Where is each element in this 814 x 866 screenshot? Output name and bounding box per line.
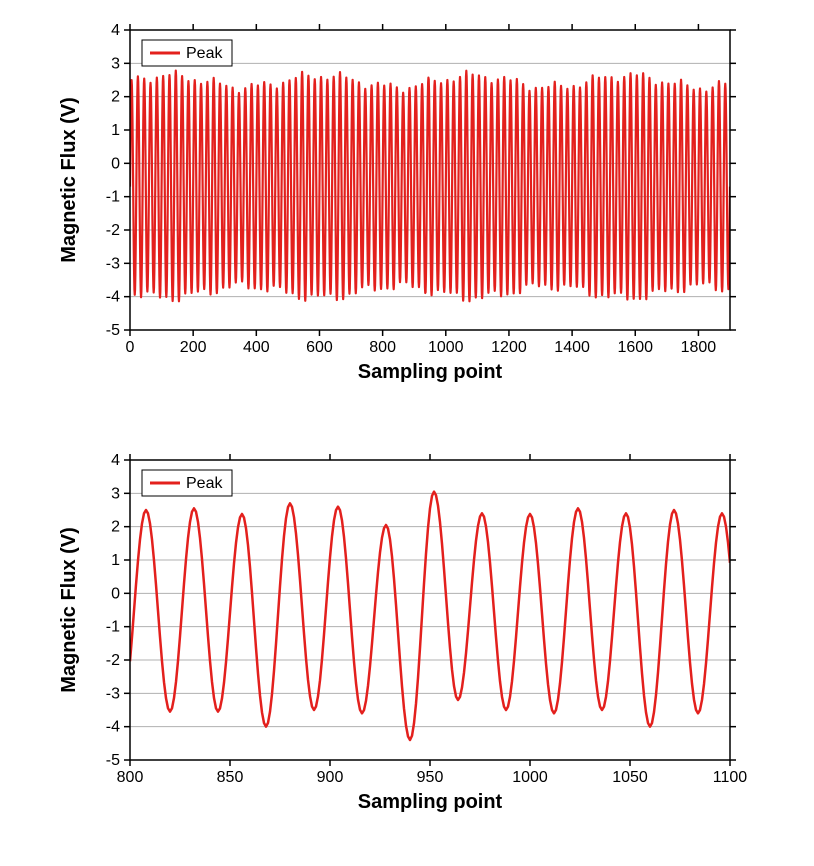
x-tick-label: 800 xyxy=(117,769,144,786)
x-tick-label: 900 xyxy=(317,769,344,786)
y-tick-label: -3 xyxy=(106,685,120,702)
y-tick-label: 4 xyxy=(111,22,120,39)
y-tick-label: 2 xyxy=(111,519,120,536)
x-tick-label: 800 xyxy=(369,339,396,356)
x-tick-label: 1000 xyxy=(512,769,548,786)
legend-label: Peak xyxy=(186,475,223,492)
x-tick-label: 1050 xyxy=(612,769,648,786)
y-tick-label: -4 xyxy=(106,289,120,306)
x-axis-label: Sampling point xyxy=(358,361,503,383)
x-tick-label: 1100 xyxy=(713,769,748,786)
x-tick-label: 400 xyxy=(243,339,270,356)
y-tick-label: 0 xyxy=(111,155,120,172)
x-tick-label: 1600 xyxy=(617,339,653,356)
y-tick-label: -1 xyxy=(106,619,120,636)
y-tick-label: 1 xyxy=(111,122,120,139)
x-tick-label: 1800 xyxy=(681,339,717,356)
y-axis-label: Magnetic Flux (V) xyxy=(58,97,80,263)
y-tick-label: 3 xyxy=(111,485,120,502)
page: -5 -4 -3 -2 -1 0 1 2 3 4 0 200 400 600 800 1000 1200 1400… xyxy=(0,0,814,866)
x-tick-label: 850 xyxy=(217,769,244,786)
chart-svg: -5 -4 -3 -2 -1 0 1 2 3 4 800 850 900 950 1000 1050 1100 M… xyxy=(40,440,760,830)
top-chart: -5 -4 -3 -2 -1 0 1 2 3 4 0 200 400 600 800 1000 1200 1400… xyxy=(40,10,760,400)
x-axis-label: Sampling point xyxy=(358,791,503,813)
x-tick-label: 1000 xyxy=(428,339,464,356)
y-tick-label: -2 xyxy=(106,652,120,669)
y-tick-label: 4 xyxy=(111,452,120,469)
x-tick-label: 1200 xyxy=(491,339,527,356)
x-tick-label: 0 xyxy=(126,339,135,356)
x-tick-label: 200 xyxy=(180,339,207,356)
y-tick-label: 0 xyxy=(111,585,120,602)
y-tick-label: -4 xyxy=(106,719,120,736)
bottom-chart: -5 -4 -3 -2 -1 0 1 2 3 4 800 850 900 950 1000 1050 1100 M… xyxy=(40,440,760,830)
y-tick-label: -5 xyxy=(106,322,120,339)
y-tick-label: 1 xyxy=(111,552,120,569)
y-tick-label: -1 xyxy=(106,189,120,206)
x-tick-label: 600 xyxy=(306,339,333,356)
y-tick-label: 3 xyxy=(111,55,120,72)
y-tick-label: -2 xyxy=(106,222,120,239)
y-tick-label: -5 xyxy=(106,752,120,769)
chart-svg: -5 -4 -3 -2 -1 0 1 2 3 4 0 200 400 600 800 1000 1200 1400… xyxy=(40,10,760,400)
legend-label: Peak xyxy=(186,45,223,62)
y-tick-label: 2 xyxy=(111,89,120,106)
y-tick-label: -3 xyxy=(106,255,120,272)
y-axis-label: Magnetic Flux (V) xyxy=(58,527,80,693)
x-tick-label: 950 xyxy=(417,769,444,786)
x-tick-label: 1400 xyxy=(554,339,590,356)
